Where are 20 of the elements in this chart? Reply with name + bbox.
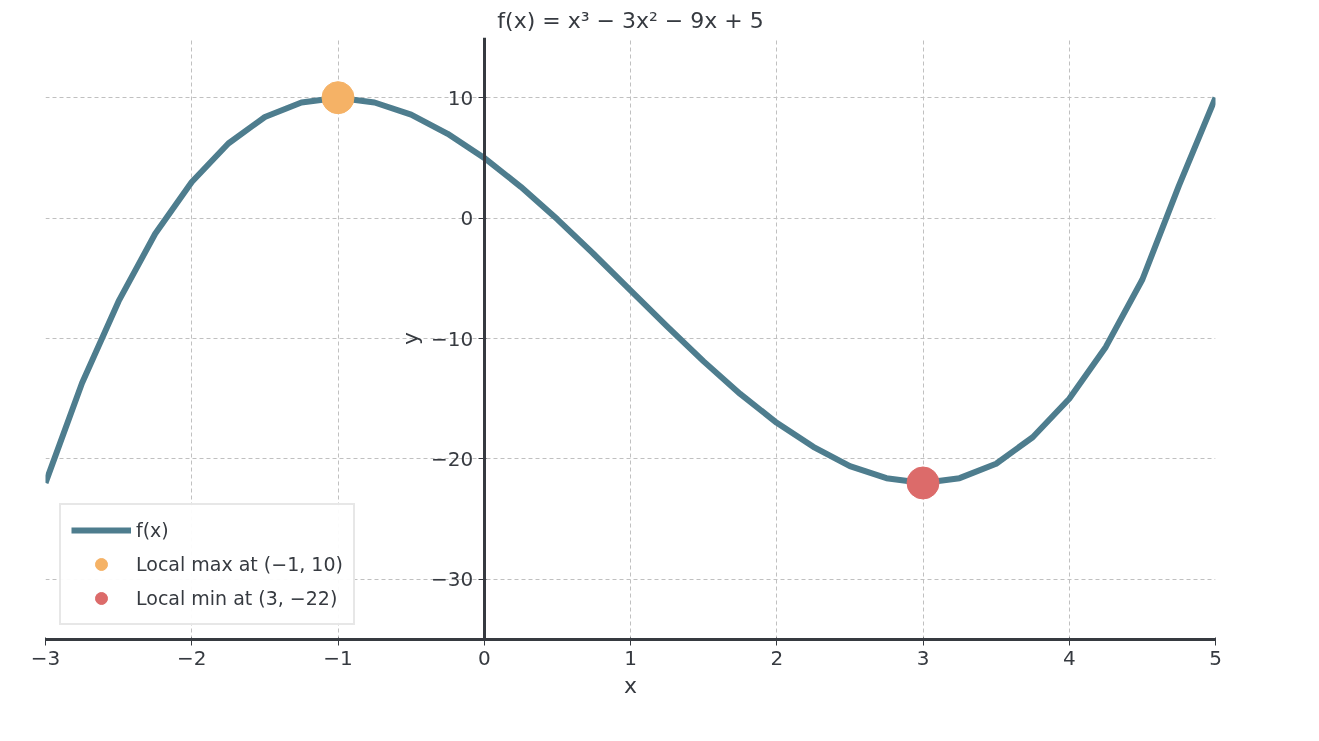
legend-label: f(x)	[136, 519, 169, 541]
legend-label: Local min at (3, −22)	[136, 587, 338, 609]
x-tick-label: −1	[323, 645, 353, 670]
y-tick-label: 0	[460, 206, 474, 231]
x-tick-label: −2	[177, 645, 207, 670]
y-axis-title: y	[398, 331, 424, 346]
x-tick-label: 4	[1062, 645, 1076, 670]
y-tick-label: −30	[431, 567, 474, 592]
chart-title: f(x) = x³ − 3x² − 9x + 5	[497, 7, 764, 33]
x-axis-title: x	[623, 672, 638, 698]
x-tick-label: −3	[30, 645, 61, 670]
x-tick-label: 3	[916, 645, 930, 670]
y-tick-label: 10	[447, 85, 474, 110]
x-tick-label: 2	[770, 645, 784, 670]
y-tick-label: −10	[431, 326, 474, 351]
y-tick-label: −20	[431, 446, 474, 471]
x-tick-label: 5	[1209, 645, 1222, 670]
x-tick-label: 0	[477, 645, 491, 670]
x-tick-label: 1	[624, 645, 637, 670]
legend-label: Local max at (−1, 10)	[136, 553, 343, 575]
